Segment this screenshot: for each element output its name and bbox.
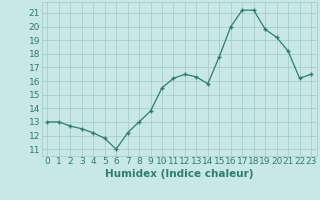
X-axis label: Humidex (Indice chaleur): Humidex (Indice chaleur) [105, 169, 253, 179]
